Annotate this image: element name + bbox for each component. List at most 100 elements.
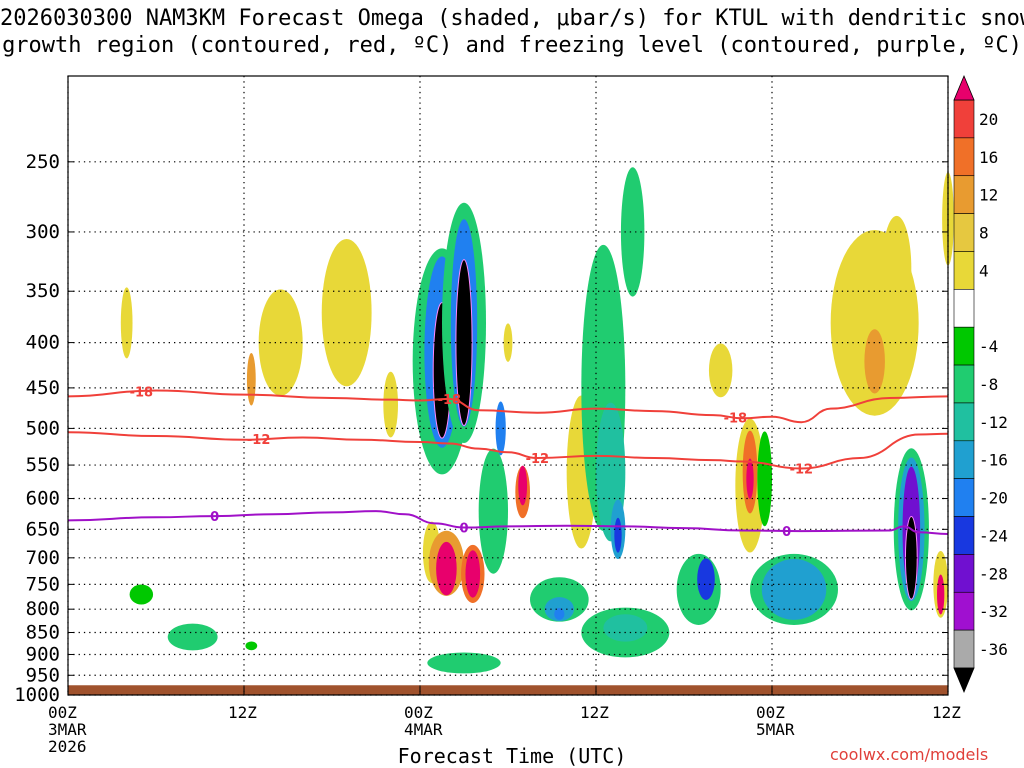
pressure-label-500: 500	[26, 417, 60, 439]
omega-blob-35	[620, 167, 645, 297]
pressure-label-250: 250	[26, 151, 60, 173]
colorbar-bottom-arrow	[953, 667, 975, 694]
contour-label-freezing-level-2: 0	[782, 525, 791, 540]
omega-blob-19	[427, 652, 501, 674]
omega-blob-27	[554, 608, 565, 620]
colorbar-band-13	[953, 591, 975, 631]
omega-blob-5	[167, 623, 218, 651]
colorbar-band-2	[953, 175, 975, 214]
ground-surface	[68, 685, 948, 695]
pressure-label-550: 550	[26, 454, 60, 476]
time-tick-line1: 00Z	[404, 703, 433, 722]
contour-dgz-bottom	[67, 431, 949, 470]
contour-label-dgz-top-0: -18	[130, 385, 154, 400]
omega-blob-46	[864, 329, 885, 394]
colorbar-band-3	[953, 213, 975, 252]
colorbar-label-2: 12	[979, 186, 998, 205]
temperature-contours: -18 -18 -18 -12 -12 -12 0 0 0	[67, 385, 949, 540]
colorbar-band-9	[953, 440, 975, 479]
x-axis-title: Forecast Time (UTC)	[397, 744, 627, 768]
colorbar-band-14	[953, 629, 975, 669]
colorbar-band-0	[953, 99, 975, 139]
chart-title-line2: growth region (contoured, red, ºC) and f…	[2, 33, 1022, 58]
colorbar-band-4	[953, 251, 975, 290]
colorbar-band-10	[953, 478, 975, 517]
omega-blob-16	[436, 541, 457, 596]
time-tick-label-60: 12Z	[932, 704, 961, 721]
colorbar-band-12	[953, 554, 975, 593]
omega-blob-4	[129, 584, 154, 605]
time-tick-label-0: 00Z 3MAR 2026	[48, 704, 87, 755]
omega-blob-44	[761, 559, 827, 620]
omega-blob-32	[614, 517, 622, 553]
omega-shading	[120, 167, 954, 674]
time-tick-line2: 4MAR	[404, 720, 443, 739]
contour-dgz-top	[67, 389, 949, 424]
time-tick-line2: 5MAR	[756, 720, 795, 739]
omega-blob-20	[478, 448, 509, 574]
colorbar-label-8: -16	[979, 451, 1008, 470]
colorbar-label-5: -4	[979, 337, 998, 356]
colorbar-band-5	[953, 289, 975, 328]
pressure-label-750: 750	[26, 573, 60, 595]
colorbar-label-13: -36	[979, 640, 1008, 659]
omega-blob-7	[383, 371, 398, 438]
colorbar-band-8	[953, 402, 975, 442]
time-tick-line1: 12Z	[228, 703, 257, 722]
time-tick-line1: 12Z	[932, 703, 961, 722]
omega-blob-21	[495, 401, 506, 456]
pressure-label-650: 650	[26, 518, 60, 540]
plot-frame	[67, 75, 949, 696]
omega-blob-53	[937, 574, 945, 615]
contour-freezing-level	[67, 510, 949, 536]
pressure-label-900: 900	[26, 643, 60, 665]
pressure-label-450: 450	[26, 377, 60, 399]
colorbar-label-9: -20	[979, 489, 1008, 508]
pressure-label-800: 800	[26, 598, 60, 620]
time-tick-line1: 12Z	[580, 703, 609, 722]
pressure-axis: 2503003504004505005506006507007508008509…	[14, 151, 948, 706]
colorbar-label-4: 4	[979, 261, 989, 280]
time-tick-line2: 3MAR	[48, 720, 87, 739]
pressure-label-950: 950	[26, 664, 60, 686]
pressure-label-850: 850	[26, 621, 60, 643]
colorbar-band-11	[953, 516, 975, 555]
omega-blob-3	[246, 352, 256, 406]
colorbar-label-12: -32	[979, 602, 1008, 621]
pressure-label-1000: 1000	[14, 684, 60, 706]
time-tick-line1: 00Z	[48, 703, 77, 722]
omega-blob-47	[882, 215, 912, 322]
contour-label-freezing-level-1: 0	[459, 522, 468, 537]
time-tick-label-24: 00Z 4MAR	[404, 704, 443, 738]
omega-blob-24	[518, 465, 528, 506]
pressure-label-700: 700	[26, 547, 60, 569]
contour-label-dgz-bottom-1: -12	[526, 452, 550, 467]
colorbar-band-7	[953, 364, 975, 404]
time-axis-ticks	[67, 687, 949, 695]
contour-label-dgz-bottom-2: -12	[790, 463, 814, 478]
colorbar-label-6: -8	[979, 375, 998, 394]
colorbar-band-1	[953, 137, 975, 177]
contour-label-freezing-level-0: 0	[210, 510, 219, 525]
colorbar-label-10: -24	[979, 526, 1008, 545]
omega-blob-38	[708, 343, 733, 398]
colorbar-label-1: 16	[979, 148, 998, 167]
time-tick-label-36: 12Z	[580, 704, 609, 721]
colorbar-label-11: -28	[979, 564, 1008, 583]
pressure-label-600: 600	[26, 488, 60, 510]
contour-label-dgz-bottom-0: -12	[247, 433, 271, 448]
contour-label-dgz-top-2: -18	[724, 411, 748, 426]
omega-blob-41	[746, 458, 754, 500]
credit-link[interactable]: coolwx.com/models	[830, 745, 989, 764]
omega-blob-2	[321, 238, 372, 387]
contour-label-dgz-top-1: -18	[438, 393, 462, 408]
time-tick-line1: 00Z	[756, 703, 785, 722]
omega-blob-0	[120, 287, 133, 359]
omega-blob-37	[697, 558, 715, 601]
pressure-label-300: 300	[26, 221, 60, 243]
chart-title-line1: 2026030300 NAM3KM Forecast Omega (shaded…	[0, 6, 1024, 31]
omega-blob-34	[603, 614, 648, 642]
colorbar-top-arrow	[953, 74, 975, 101]
